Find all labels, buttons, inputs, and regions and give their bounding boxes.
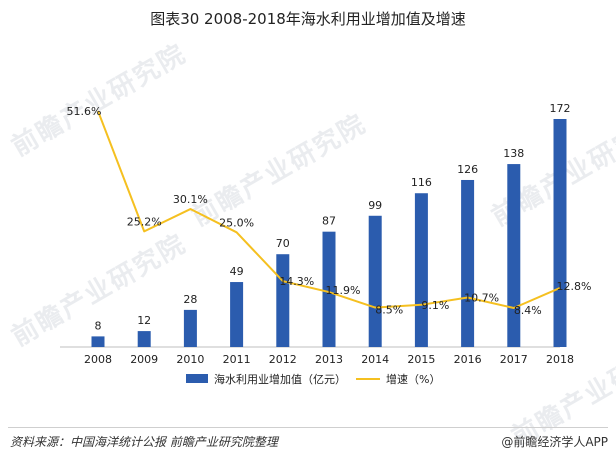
x-tick-label: 2014 xyxy=(361,353,389,366)
bar-value-label: 116 xyxy=(411,176,432,189)
growth-value-label: 12.8% xyxy=(557,280,592,293)
legend-label-bar: 海水利用业增加值（亿元） xyxy=(214,372,346,386)
bar xyxy=(230,282,244,347)
x-tick-label: 2010 xyxy=(176,353,204,366)
growth-value-label: 8.5% xyxy=(375,304,403,317)
bar xyxy=(91,336,105,347)
x-tick-label: 2016 xyxy=(454,353,482,366)
bar-value-label: 99 xyxy=(368,199,382,212)
bar-value-label: 138 xyxy=(503,147,524,160)
bar xyxy=(414,193,428,347)
x-tick-label: 2012 xyxy=(269,353,297,366)
bar-value-label: 87 xyxy=(322,215,336,228)
x-tick-label: 2013 xyxy=(315,353,343,366)
bar xyxy=(322,231,336,347)
brand-credit: @前瞻经济学人APP xyxy=(501,435,608,449)
growth-value-label: 10.7% xyxy=(464,292,499,305)
bar-value-label: 126 xyxy=(457,163,478,176)
x-tick-label: 2015 xyxy=(407,353,435,366)
bar xyxy=(137,331,151,347)
legend-label-line: 增速（%） xyxy=(386,372,440,386)
growth-value-label: 11.9% xyxy=(326,284,361,297)
x-tick-label: 2011 xyxy=(223,353,251,366)
growth-value-label: 51.6% xyxy=(67,105,102,118)
bar-value-label: 70 xyxy=(276,237,290,250)
growth-value-label: 8.4% xyxy=(514,304,542,317)
bar-value-label: 28 xyxy=(183,293,197,306)
growth-value-label: 25.0% xyxy=(219,216,254,229)
x-tick-label: 2018 xyxy=(546,353,574,366)
bar-value-label: 12 xyxy=(137,314,151,327)
legend-swatch-bar xyxy=(186,374,208,383)
bar xyxy=(507,164,521,347)
chart-title: 图表30 2008-2018年海水利用业增加值及增速 xyxy=(150,10,466,28)
growth-value-label: 14.3% xyxy=(279,275,314,288)
growth-value-label: 9.1% xyxy=(421,299,449,312)
growth-value-label: 30.1% xyxy=(173,193,208,206)
footer-divider xyxy=(8,427,608,428)
bar xyxy=(368,215,382,347)
x-tick-label: 2008 xyxy=(84,353,112,366)
bar xyxy=(276,254,290,347)
bar-value-label: 8 xyxy=(95,319,102,332)
bar xyxy=(461,179,475,347)
x-tick-label: 2017 xyxy=(500,353,528,366)
bar-value-label: 172 xyxy=(550,102,571,115)
growth-value-label: 25.2% xyxy=(127,215,162,228)
source-note: 资料来源：中国海洋统计公报 前瞻产业研究院整理 xyxy=(10,435,278,449)
bar xyxy=(553,119,567,347)
x-tick-label: 2009 xyxy=(130,353,158,366)
bar xyxy=(183,309,197,347)
bar-value-label: 49 xyxy=(230,265,244,278)
